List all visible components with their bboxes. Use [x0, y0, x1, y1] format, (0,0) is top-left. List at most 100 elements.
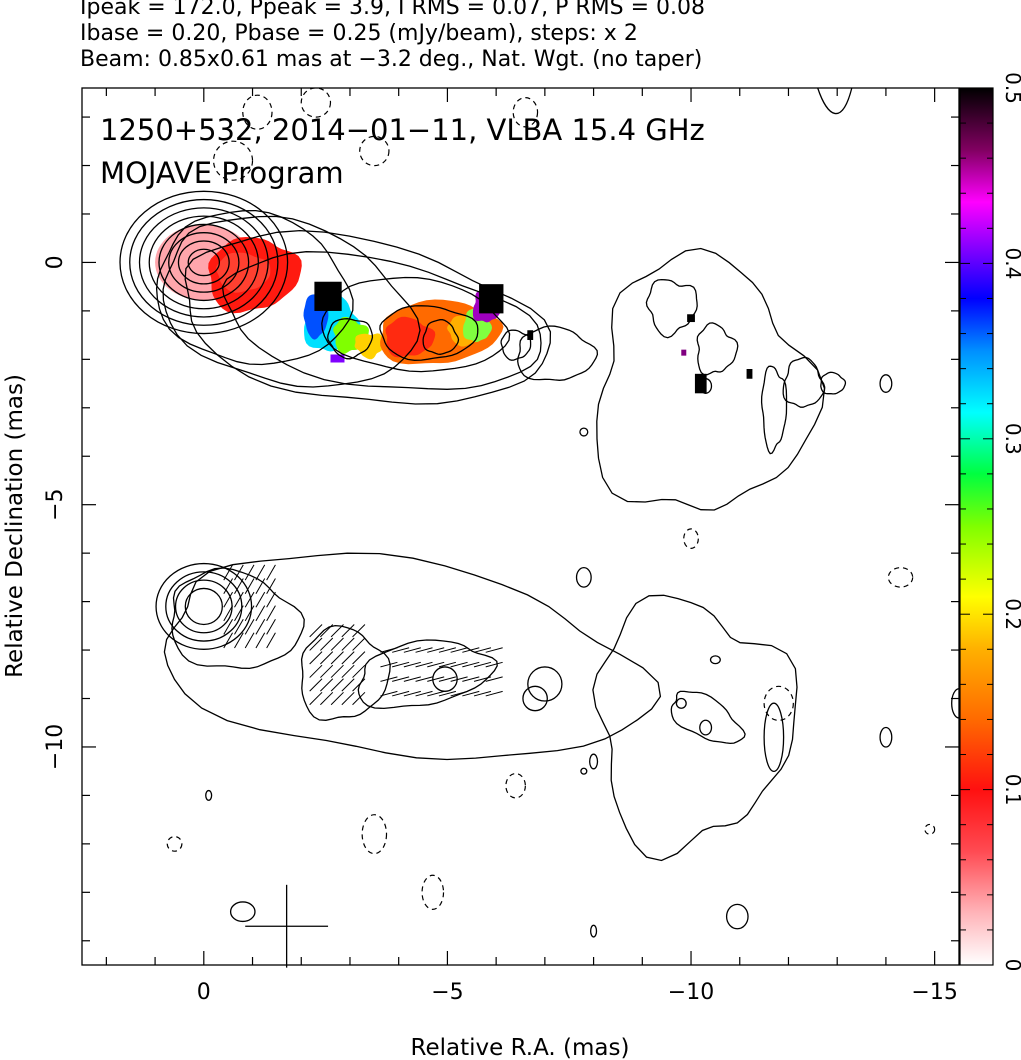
negative-contour	[300, 88, 332, 118]
color-patch	[354, 333, 385, 360]
negative-contour	[924, 823, 936, 835]
diffuse-contour	[596, 247, 826, 511]
noise-contour	[725, 903, 749, 930]
evpa-vector	[223, 564, 233, 581]
header-line-2: Ibase = 0.20, Pbase = 0.25 (mJy/beam), s…	[80, 21, 638, 46]
noise-contour	[229, 901, 256, 923]
negative-contour	[763, 685, 794, 722]
y-tick-labels: 0 −5 −10	[43, 255, 68, 770]
evpa-vector	[244, 605, 255, 622]
lower-contour	[163, 552, 662, 761]
y-tick-label: −5	[43, 488, 68, 520]
core-contour	[177, 240, 230, 285]
evpa-vector	[392, 647, 410, 653]
evpa-vector	[330, 664, 344, 678]
evpa-vector	[485, 690, 503, 697]
core-contour	[187, 248, 221, 277]
evpa-vector	[341, 624, 355, 638]
colorbar-frame	[959, 87, 994, 966]
lower-diffuse-contour	[699, 719, 713, 736]
lower-core-contour	[155, 562, 253, 650]
jet-contour	[221, 251, 542, 390]
evpa-vector	[352, 691, 366, 706]
evpa-vector	[392, 661, 410, 668]
lower-diffuse-contour	[580, 767, 588, 775]
evpa-vector	[234, 618, 244, 635]
evpa-vector	[450, 647, 468, 653]
negative-contours	[166, 88, 936, 910]
evpa-vector	[473, 661, 492, 668]
lower-core-contour	[184, 587, 223, 626]
evpa-vector	[309, 637, 323, 651]
negative-contour	[166, 835, 183, 852]
evpa-vector	[403, 661, 421, 668]
evpa-vector	[473, 690, 492, 697]
evpa-vector	[255, 632, 266, 649]
evpa-vector	[309, 678, 323, 692]
evpa-vector	[330, 678, 344, 692]
diffuse-contour	[760, 365, 788, 455]
black-pixel-patch	[527, 330, 534, 340]
evpa-vector	[352, 637, 366, 651]
negative-contour	[359, 135, 390, 167]
evpa-vector	[341, 678, 355, 692]
evpa-vector	[309, 664, 323, 678]
purple-pixel	[681, 349, 687, 356]
evpa-vector	[330, 651, 344, 665]
evpa-vector	[427, 690, 445, 697]
evpa-vector	[438, 676, 457, 682]
evpa-vector	[244, 591, 255, 608]
evpa-vector	[223, 591, 233, 608]
negative-contour	[212, 140, 254, 181]
evpa-vector	[341, 691, 355, 706]
evpa-vector	[450, 676, 468, 682]
x-tick-label: −15	[911, 980, 957, 1005]
evpa-vector	[330, 637, 344, 651]
evpa-vector	[234, 632, 244, 649]
evpa-vector	[352, 651, 366, 665]
core-contour	[148, 215, 260, 310]
jet-contour	[321, 276, 511, 373]
evpa-vector	[415, 661, 433, 668]
y-axis-label: Relative Declination (mas)	[2, 374, 28, 678]
jet-contour	[327, 318, 374, 360]
evpa-vector	[427, 676, 445, 682]
evpa-vector	[244, 578, 255, 594]
jet-contour	[500, 329, 532, 361]
axis-ticks	[82, 88, 959, 965]
evpa-vector	[320, 664, 334, 678]
header-line-1: Ipeak = 172.0, Ppeak = 3.9, I RMS = 0.07…	[80, 0, 705, 20]
noise-contour	[205, 789, 213, 801]
lower-diffuse-contour	[589, 753, 599, 770]
evpa-vector	[255, 591, 266, 608]
evpa-vector	[234, 564, 244, 581]
jet-contour	[422, 319, 460, 355]
evpa-vector	[438, 647, 457, 653]
evpa-vector	[485, 676, 503, 682]
x-axis-label: Relative R.A. (mas)	[411, 1035, 630, 1060]
evpa-vector	[415, 676, 433, 682]
x-tick-label: −10	[668, 980, 714, 1005]
evpa-vector	[234, 605, 244, 622]
evpa-vector	[341, 664, 355, 678]
evpa-vector	[462, 647, 480, 653]
map-subtitle: MOJAVE Program	[100, 156, 344, 190]
negative-contour	[683, 528, 699, 549]
evpa-vector	[380, 676, 398, 682]
evpa-vector	[266, 564, 276, 581]
negative-contour	[505, 772, 526, 799]
evpa-vector	[450, 661, 468, 668]
negative-contour	[887, 567, 914, 588]
lower-diffuse-contour	[575, 566, 592, 588]
colorbar-tick-label: 0	[1001, 959, 1021, 972]
diffuse-contour	[699, 378, 713, 394]
evpa-vector	[309, 624, 323, 638]
evpa-vector	[415, 647, 433, 653]
evpa-vector	[473, 676, 492, 682]
evpa-vector	[438, 690, 457, 697]
evpa-vector	[330, 624, 344, 638]
diffuse-contour	[579, 427, 589, 437]
core-contour	[119, 190, 289, 335]
evpa-vector	[266, 618, 276, 635]
